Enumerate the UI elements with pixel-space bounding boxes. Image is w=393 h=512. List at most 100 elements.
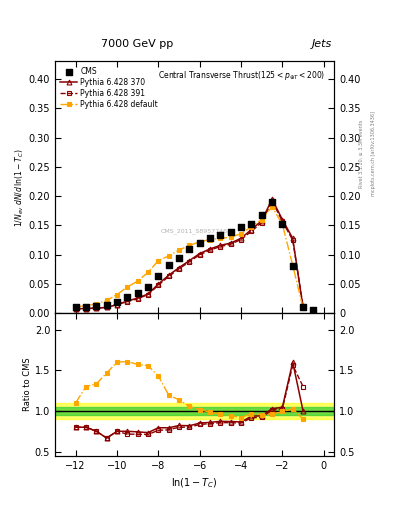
- Pythia 6.428 default: [208, 237, 212, 243]
- Pythia 6.428 370: [135, 295, 140, 301]
- Pythia 6.428 default: [156, 258, 161, 264]
- Pythia 6.428 default: [187, 242, 192, 248]
- Pythia 6.428 default: [104, 297, 109, 304]
- Pythia 6.428 391: [290, 237, 295, 243]
- Pythia 6.428 default: [166, 253, 171, 259]
- Pythia 6.428 391: [177, 266, 182, 272]
- Pythia 6.428 default: [301, 305, 305, 311]
- Pythia 6.428 default: [84, 303, 88, 309]
- Pythia 6.428 370: [280, 217, 285, 223]
- Pythia 6.428 370: [208, 246, 212, 252]
- X-axis label: $\ln(1-T_C)$: $\ln(1-T_C)$: [171, 476, 218, 489]
- Pythia 6.428 370: [197, 250, 202, 257]
- Pythia 6.428 default: [73, 304, 78, 310]
- Pythia 6.428 default: [259, 217, 264, 223]
- Pythia 6.428 370: [104, 305, 109, 311]
- Pythia 6.428 391: [146, 291, 151, 297]
- CMS: [145, 283, 151, 291]
- Pythia 6.428 default: [249, 224, 254, 230]
- CMS: [279, 220, 286, 228]
- Text: CMS_2011_S8957746: CMS_2011_S8957746: [161, 229, 228, 234]
- Pythia 6.428 default: [146, 269, 151, 275]
- CMS: [103, 301, 110, 309]
- Pythia 6.428 default: [115, 291, 119, 297]
- CMS: [93, 302, 99, 310]
- CMS: [83, 304, 89, 312]
- Text: mcplots.cern.ch [arXiv:1306.3436]: mcplots.cern.ch [arXiv:1306.3436]: [371, 111, 376, 196]
- Bar: [55, 403, 334, 419]
- Text: Rivet 3.1.10, ≥ 3.3M events: Rivet 3.1.10, ≥ 3.3M events: [359, 119, 364, 188]
- Pythia 6.428 default: [228, 234, 233, 240]
- Line: Pythia 6.428 391: Pythia 6.428 391: [73, 199, 305, 311]
- Text: Central Transverse Thrust$(125 < p_{\oplus T} < 200)$: Central Transverse Thrust$(125 < p_{\opl…: [158, 69, 326, 82]
- CMS: [114, 297, 120, 306]
- Pythia 6.428 391: [125, 298, 130, 305]
- Pythia 6.428 370: [94, 305, 99, 311]
- Pythia 6.428 370: [166, 272, 171, 279]
- CMS: [165, 261, 172, 269]
- Legend: CMS, Pythia 6.428 370, Pythia 6.428 391, Pythia 6.428 default: CMS, Pythia 6.428 370, Pythia 6.428 391,…: [59, 65, 160, 110]
- Pythia 6.428 391: [94, 305, 99, 311]
- Pythia 6.428 370: [290, 236, 295, 242]
- Pythia 6.428 370: [270, 196, 274, 202]
- Bar: [55, 407, 334, 415]
- Pythia 6.428 370: [187, 258, 192, 264]
- Pythia 6.428 391: [197, 252, 202, 258]
- Pythia 6.428 default: [280, 221, 285, 227]
- CMS: [186, 245, 193, 253]
- CMS: [248, 220, 255, 228]
- Pythia 6.428 370: [218, 242, 223, 248]
- Pythia 6.428 370: [146, 291, 151, 297]
- Pythia 6.428 370: [73, 306, 78, 312]
- Pythia 6.428 370: [301, 305, 305, 311]
- CMS: [310, 306, 316, 314]
- CMS: [176, 253, 182, 262]
- Pythia 6.428 default: [125, 284, 130, 290]
- Pythia 6.428 391: [104, 305, 109, 311]
- Pythia 6.428 391: [218, 244, 223, 250]
- Y-axis label: $1/N_{ev}\ dN/d\,\ln(1-T_C)$: $1/N_{ev}\ dN/d\,\ln(1-T_C)$: [13, 148, 26, 227]
- Pythia 6.428 391: [239, 237, 243, 243]
- Text: 7000 GeV pp: 7000 GeV pp: [101, 38, 174, 49]
- Pythia 6.428 default: [177, 247, 182, 253]
- Line: Pythia 6.428 370: Pythia 6.428 370: [73, 197, 305, 311]
- CMS: [259, 211, 265, 219]
- CMS: [290, 262, 296, 270]
- CMS: [300, 304, 306, 312]
- Pythia 6.428 default: [135, 278, 140, 284]
- Pythia 6.428 default: [290, 262, 295, 268]
- CMS: [124, 293, 130, 301]
- Pythia 6.428 default: [239, 230, 243, 237]
- Pythia 6.428 391: [208, 247, 212, 253]
- Pythia 6.428 370: [115, 302, 119, 308]
- CMS: [269, 198, 275, 206]
- Pythia 6.428 391: [301, 303, 305, 309]
- CMS: [228, 228, 234, 237]
- CMS: [196, 239, 203, 247]
- Text: Jets: Jets: [312, 38, 332, 49]
- Pythia 6.428 391: [166, 273, 171, 280]
- Pythia 6.428 370: [249, 226, 254, 232]
- CMS: [238, 223, 244, 231]
- Pythia 6.428 default: [197, 239, 202, 245]
- CMS: [155, 272, 162, 281]
- Pythia 6.428 370: [84, 306, 88, 312]
- Pythia 6.428 391: [84, 306, 88, 312]
- Pythia 6.428 391: [187, 259, 192, 265]
- Pythia 6.428 391: [115, 302, 119, 308]
- Y-axis label: Ratio to CMS: Ratio to CMS: [23, 358, 32, 411]
- Pythia 6.428 370: [239, 236, 243, 242]
- Pythia 6.428 391: [249, 228, 254, 234]
- Pythia 6.428 391: [135, 295, 140, 302]
- Pythia 6.428 391: [228, 241, 233, 247]
- Pythia 6.428 391: [156, 282, 161, 288]
- Pythia 6.428 370: [259, 218, 264, 224]
- Pythia 6.428 default: [270, 204, 274, 210]
- Pythia 6.428 370: [177, 265, 182, 271]
- Line: Pythia 6.428 default: Pythia 6.428 default: [73, 204, 305, 310]
- Pythia 6.428 370: [228, 240, 233, 246]
- Pythia 6.428 391: [73, 306, 78, 312]
- Pythia 6.428 default: [94, 301, 99, 307]
- Pythia 6.428 391: [259, 220, 264, 226]
- Pythia 6.428 391: [270, 198, 274, 204]
